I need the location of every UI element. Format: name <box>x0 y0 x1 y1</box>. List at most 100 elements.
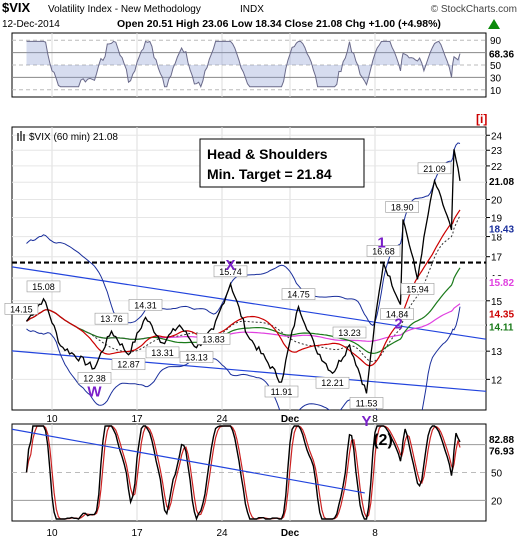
point-label: 15.74 <box>219 267 242 277</box>
price-axis-label: 20 <box>491 195 503 206</box>
wave-label-w: W <box>87 383 102 400</box>
x-tick-label: 17 <box>131 414 143 425</box>
x-tick-label: Dec <box>281 414 300 425</box>
point-label: 12.21 <box>321 378 344 388</box>
trendline-upper <box>12 266 486 340</box>
price-axis-label: 13 <box>491 347 503 358</box>
x-tick-label: 10 <box>46 414 58 425</box>
ma-dotted <box>26 215 461 363</box>
point-label: 15.94 <box>406 284 429 294</box>
x-tick-label: 10 <box>46 528 58 539</box>
stoch-axis-label: 50 <box>491 469 503 480</box>
point-label-box <box>332 326 367 339</box>
x-tick-label: 24 <box>216 528 228 539</box>
point-label: 16.68 <box>372 246 395 256</box>
stoch-tag-bg <box>487 432 519 445</box>
index-name: Volatility Index - New Methodology <box>48 4 201 15</box>
price-axis-label: 12 <box>491 375 503 386</box>
ma-red <box>26 209 461 367</box>
price-axis-label: 23 <box>491 146 503 157</box>
rsi-tag: 68.36 <box>489 50 514 61</box>
wave-label-y: Y <box>361 413 371 430</box>
point-label-box <box>179 351 214 363</box>
indicator-marker: [i] <box>476 112 487 126</box>
point-label-box <box>26 280 61 293</box>
price-tag: 21.08 <box>489 177 514 188</box>
point-label-box <box>128 299 163 311</box>
annotation-line-2: Min. Target = 21.84 <box>207 166 332 182</box>
stoch-trendline <box>12 428 365 494</box>
point-label: 14.75 <box>287 290 310 300</box>
point-label: 13.13 <box>185 353 208 363</box>
symbol: $VIX <box>2 0 31 15</box>
price-axis-label: 22 <box>491 162 503 173</box>
price-tag-bg <box>487 174 519 187</box>
point-label: 18.90 <box>391 202 414 212</box>
price-axis-label: 18 <box>491 233 503 244</box>
annotation-box <box>199 138 365 188</box>
stoch-slow-tag: 76.93 <box>489 446 514 457</box>
up-triangle-icon <box>488 19 500 29</box>
stoch-fast-tag: 82.88 <box>489 435 514 446</box>
exchange: INDX <box>240 4 264 15</box>
point-label-box <box>400 283 435 295</box>
stoch-slow-tag-bg <box>487 444 519 457</box>
point-label-box <box>349 397 384 409</box>
point-label: 14.31 <box>134 300 157 310</box>
price-axis-label: 17 <box>491 253 503 264</box>
point-label-box <box>315 376 350 389</box>
stoch-axis-label: 20 <box>491 496 503 507</box>
x-tick-label: 24 <box>216 414 228 425</box>
point-label: 13.76 <box>100 314 123 324</box>
point-label-box <box>417 162 452 175</box>
annotation-line-1: Head & Shoulders <box>207 146 328 162</box>
price-axis-label: 15 <box>491 297 503 308</box>
point-label: 15.08 <box>32 282 55 292</box>
price-legend: $VIX (60 min) 21.08 <box>29 132 118 143</box>
point-label-box <box>366 245 401 257</box>
point-label-box <box>380 308 414 320</box>
date: 12-Dec-2014 <box>2 19 60 30</box>
price-tag: 14.11 <box>489 322 514 333</box>
x-tick-label: 17 <box>131 528 143 539</box>
price-stats: Open 20.51 High 23.06 Low 18.34 Close 21… <box>117 18 441 30</box>
rsi-axis-label: 50 <box>490 61 502 72</box>
wave-label-x: X <box>225 257 235 274</box>
point-label-box <box>111 358 146 371</box>
price-axis-label: 19 <box>491 214 503 225</box>
price-tag-bg <box>487 307 519 320</box>
rsi-axis-label: 10 <box>490 86 502 97</box>
point-label-box <box>4 303 39 315</box>
brand: © StockCharts.com <box>431 4 517 15</box>
point-label: 13.23 <box>338 328 361 338</box>
x-tick-label: Dec <box>281 528 300 539</box>
bar-chart-icon <box>17 131 25 141</box>
price-line <box>25 149 461 394</box>
point-label: 11.53 <box>356 398 378 408</box>
wave-label-2: 2 <box>394 316 402 333</box>
rsi-axis-label: 30 <box>490 73 502 84</box>
price-tag: 15.82 <box>489 278 514 289</box>
point-label-box <box>281 288 316 300</box>
x-tick-label: 8 <box>372 414 378 425</box>
x-tick-label: 8 <box>372 528 378 539</box>
rsi-axis-label: 90 <box>490 36 502 47</box>
point-label-box <box>94 312 129 325</box>
wave-label-1: 1 <box>377 234 385 251</box>
point-label-box <box>213 265 248 278</box>
point-label-box <box>196 333 231 345</box>
point-label-box <box>145 346 180 359</box>
point-label: 14.84 <box>386 310 409 320</box>
band-lower <box>26 306 461 410</box>
rsi-fill <box>26 41 460 87</box>
price-tag-bg <box>487 276 519 289</box>
point-label: 11.91 <box>271 387 293 397</box>
point-label: 12.87 <box>117 360 140 370</box>
price-tag: 18.43 <box>489 224 514 235</box>
point-label: 12.38 <box>83 373 106 383</box>
point-label-box <box>385 201 420 213</box>
price-tag: 14.35 <box>489 309 514 320</box>
rsi-tag-bg <box>487 47 519 60</box>
